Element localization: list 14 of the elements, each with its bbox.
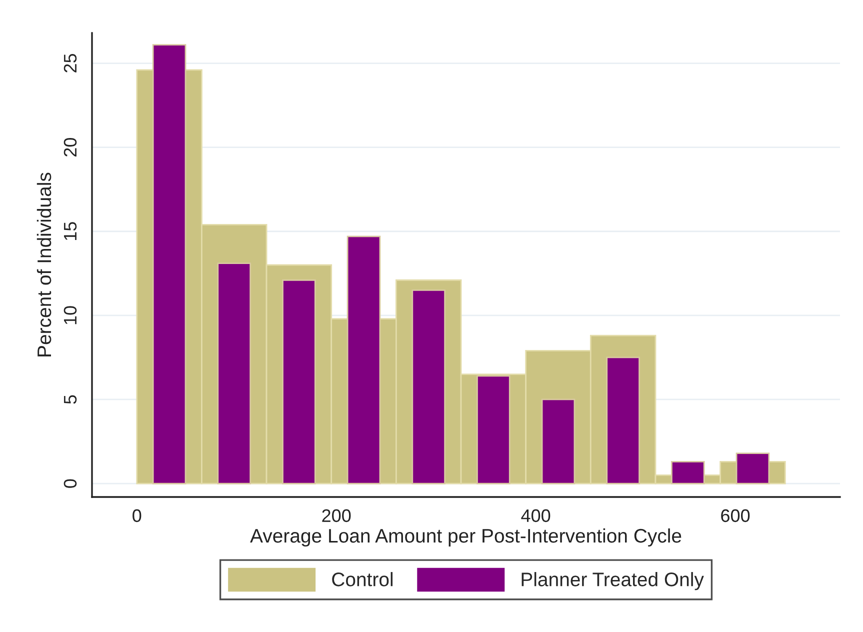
x-tick-label: 400 — [521, 509, 550, 522]
legend-label: Planner Treated Only — [522, 572, 704, 590]
y-axis-title: Percent of Individuals — [36, 172, 52, 356]
x-tick-label: 600 — [721, 509, 750, 522]
y-tick-label: 5 — [64, 395, 77, 404]
y-tick-label: 15 — [64, 222, 77, 240]
x-tick-label: 0 — [132, 509, 142, 522]
y-tick-label: 25 — [64, 54, 77, 72]
y-tick-label: 10 — [64, 306, 77, 324]
y-tick-label: 0 — [64, 479, 77, 488]
x-axis-title: Average Loan Amount per Post-Intervention Cycle — [250, 528, 682, 547]
y-tick-label: 20 — [64, 138, 77, 156]
legend-label: Control — [332, 572, 393, 586]
x-tick-label: 200 — [322, 509, 351, 522]
